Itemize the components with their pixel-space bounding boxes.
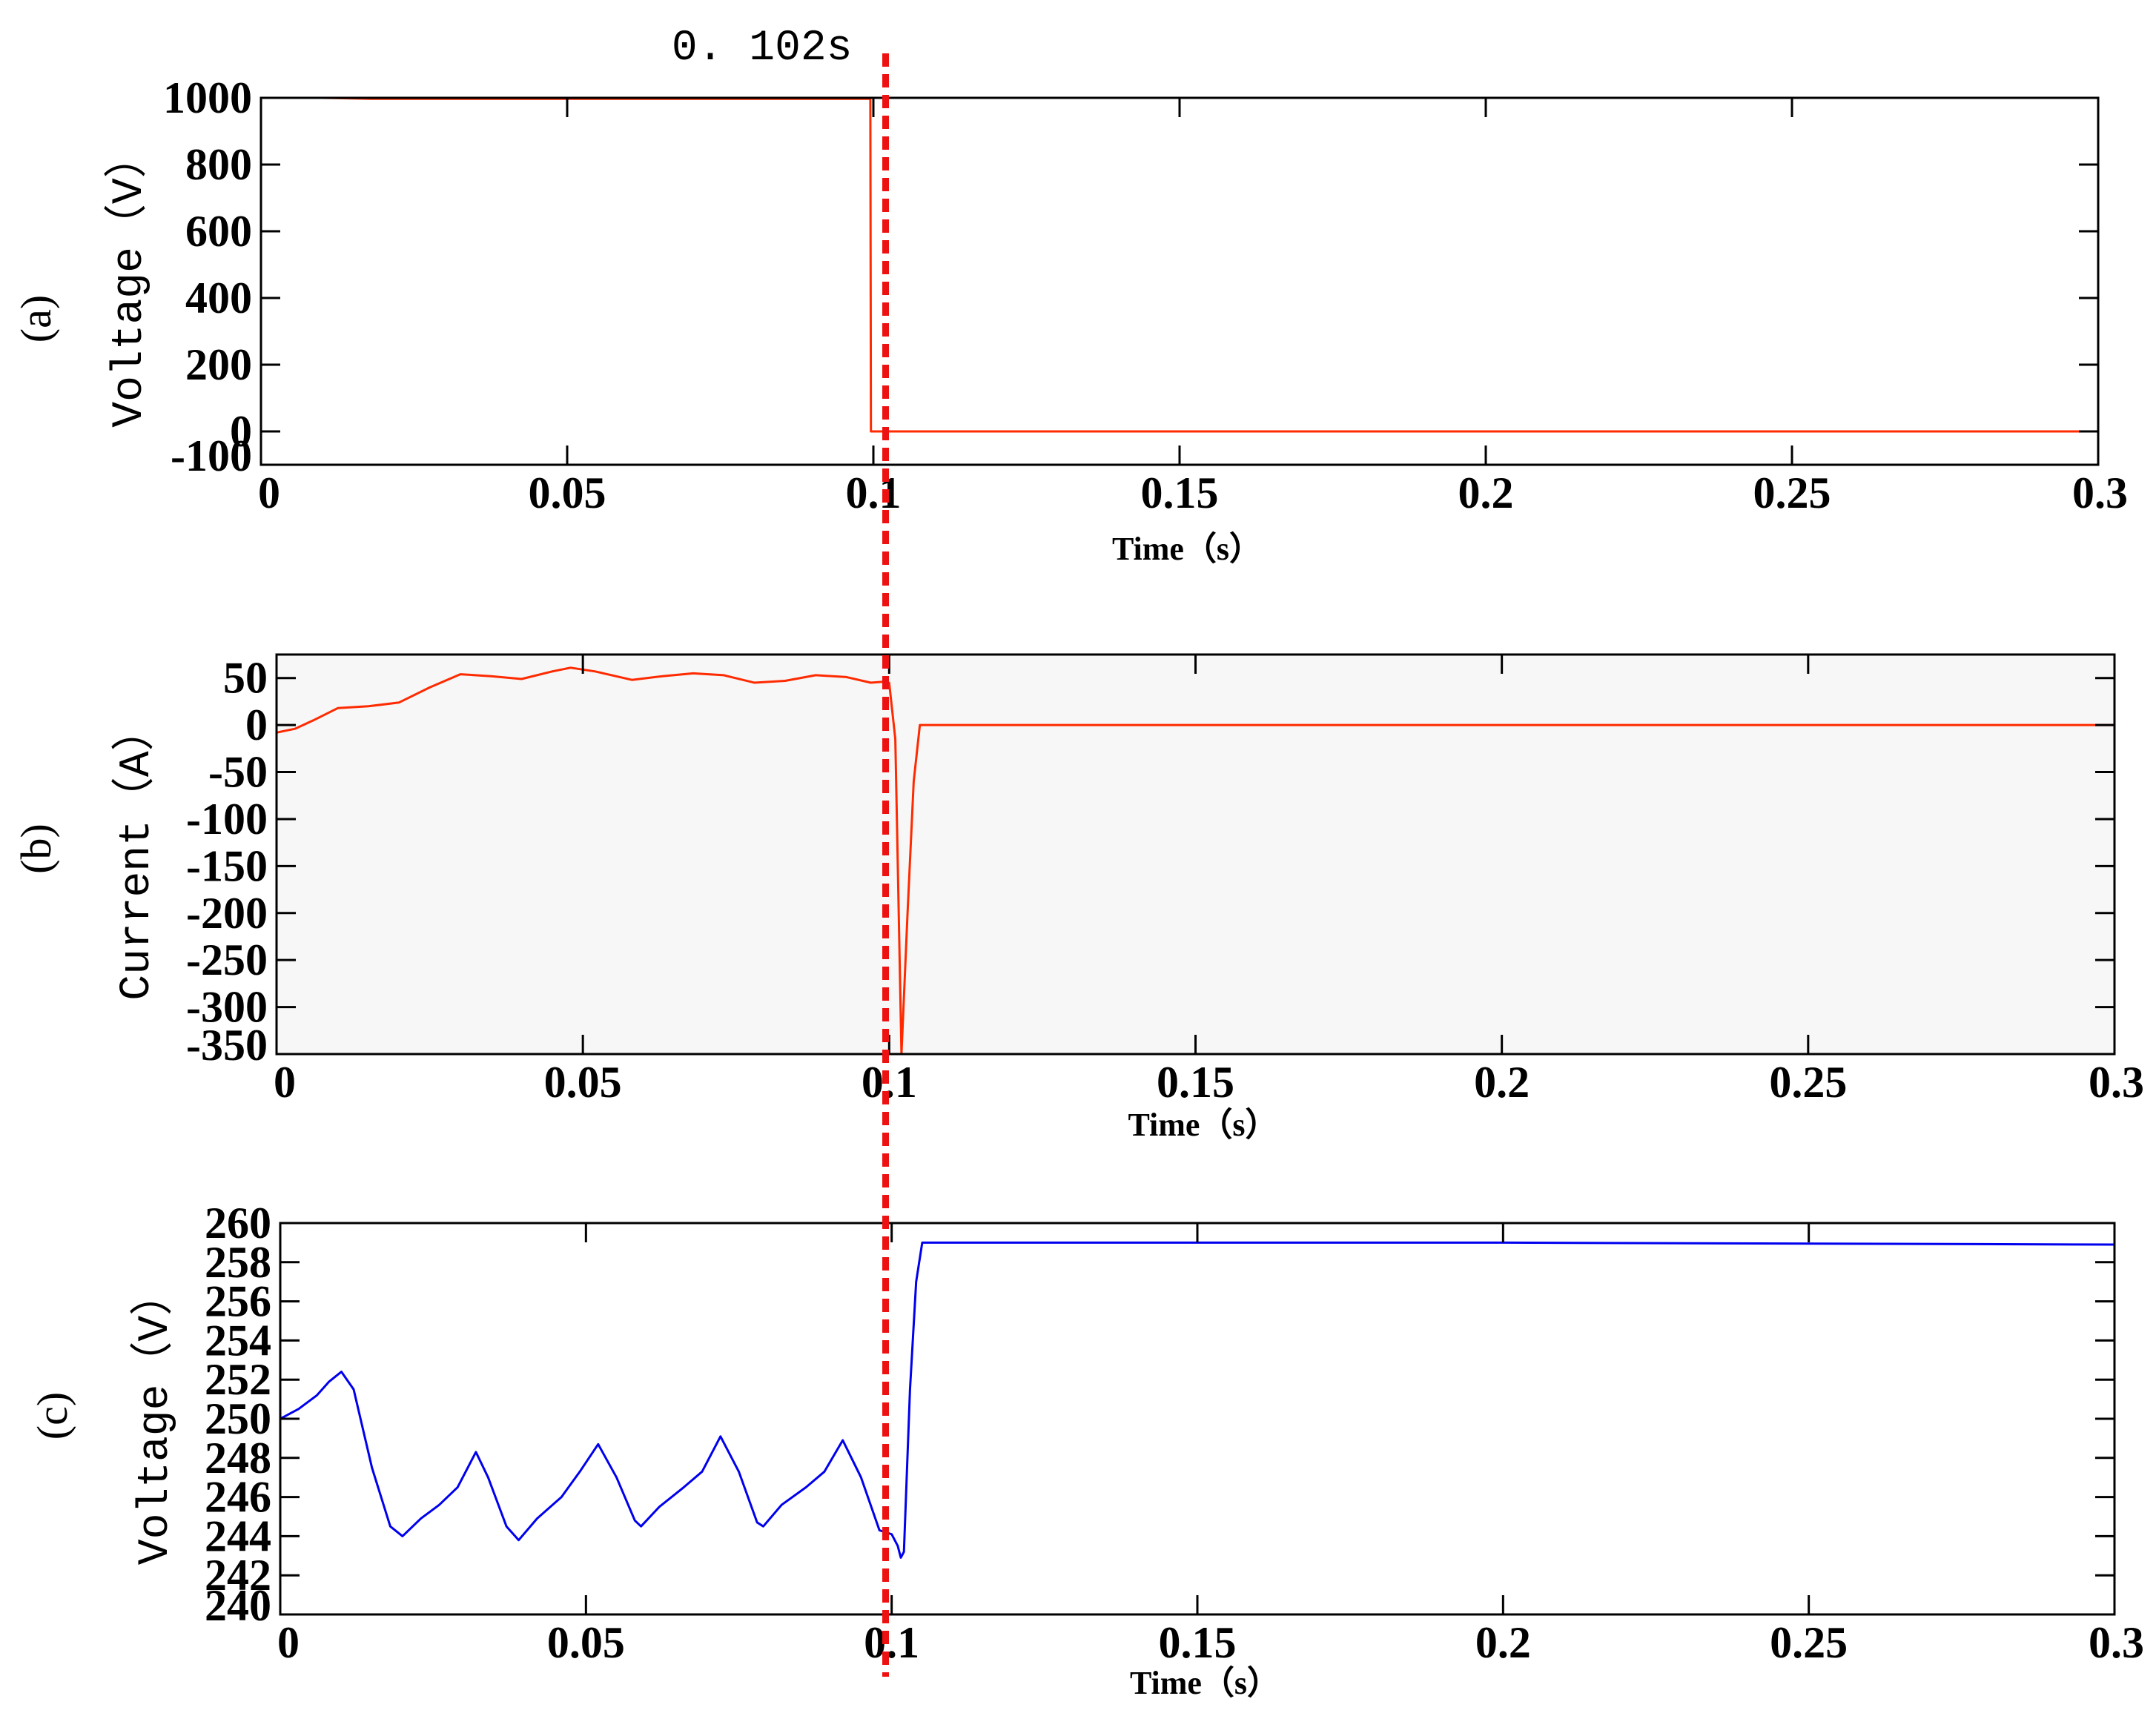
y-tick-label-c-4: 248 (205, 1434, 271, 1483)
ticks-b: 0 0.05 0.1 0.15 0.2 0.25 0.3-350-300-250-200-1… (186, 654, 2144, 1107)
x-axis-label-b: Time（s） (1128, 1107, 1277, 1143)
series-line-b-0 (276, 666, 2114, 1056)
x-tick-label-c-4: 0.2 (1475, 1618, 1531, 1667)
y-tick-label-c-3: 246 (205, 1473, 271, 1522)
y-tick-label-b-8: 50 (223, 654, 268, 703)
y-tick-label-c-6: 252 (205, 1355, 271, 1404)
y-tick-label-a-0: -100 (171, 431, 252, 480)
plot-area-a (261, 98, 2098, 465)
x-tick-label-b-4: 0.2 (1474, 1058, 1530, 1107)
y-axis-label-c: Voltage（V） (130, 1273, 180, 1565)
x-tick-label-b-6: 0.3 (2089, 1058, 2144, 1107)
y-tick-label-a-5: 800 (185, 140, 252, 189)
x-tick-label-a-5: 0.25 (1753, 468, 1831, 517)
y-axis-label-b: Current（A） (111, 708, 162, 1000)
x-tick-label-a-1: 0.05 (529, 468, 606, 517)
ticks-c: 0 0.05 0.1 0.15 0.2 0.25 0.3 240242244246248250… (205, 1199, 2144, 1667)
y-tick-label-a-6: 1000 (163, 73, 252, 122)
y-tick-label-b-7: 0 (245, 700, 268, 749)
y-tick-label-c-7: 254 (205, 1316, 271, 1365)
x-tick-label-a-3: 0.15 (1141, 468, 1219, 517)
panel-b: 0 0.05 0.1 0.15 0.2 0.25 0.3-350-300-250-200-1… (12, 653, 2144, 1143)
y-tick-label-a-1: 0 (230, 407, 252, 456)
series-layer-c (280, 1241, 2115, 1559)
plot-area-b (277, 655, 2114, 1054)
series-layer-b (276, 666, 2114, 1056)
x-tick-label-c-0: 0 (277, 1618, 300, 1667)
y-tick-label-c-9: 258 (205, 1238, 271, 1287)
ticks-a: 0 0.05 0.1 0.15 0.2 0.25 0.3 -1000 200 400 600 800 1… (163, 73, 2128, 517)
y-tick-label-a-3: 400 (185, 274, 252, 322)
x-tick-label-c-6: 0.3 (2089, 1618, 2144, 1667)
panel-a: 0 0.05 0.1 0.15 0.2 0.25 0.3 -1000 200 400 600 800 1… (12, 73, 2128, 567)
x-tick-label-b-2: 0.1 (862, 1058, 917, 1107)
x-tick-label-b-5: 0.25 (1769, 1058, 1847, 1107)
panel-tag-b: (b) (12, 824, 60, 874)
panel-tag-c: (c) (28, 1392, 76, 1440)
y-tick-label-b-4: -150 (186, 841, 268, 890)
y-tick-label-c-0: 240 (205, 1581, 271, 1630)
panel-tag-a: (a) (12, 295, 60, 342)
y-tick-label-b-6: -50 (208, 748, 268, 797)
x-tick-label-c-5: 0.25 (1770, 1618, 1848, 1667)
y-tick-label-b-3: -200 (186, 889, 268, 938)
y-tick-label-c-8: 256 (205, 1277, 271, 1326)
x-tick-label-b-1: 0.05 (544, 1058, 622, 1107)
y-tick-label-b-1: -300 (186, 983, 268, 1032)
x-tick-label-b-3: 0.15 (1157, 1058, 1234, 1107)
x-tick-label-a-6: 0.3 (2072, 468, 2128, 517)
x-tick-label-c-1: 0.05 (547, 1618, 625, 1667)
panel-c: 0 0.05 0.1 0.15 0.2 0.25 0.3 240242244246248250… (28, 1199, 2144, 1701)
event-marker-label: 0. 102s (672, 24, 853, 73)
plot-area-c (280, 1223, 2114, 1614)
series-line-c-0 (280, 1241, 2115, 1559)
x-tick-label-a-2: 0.1 (846, 468, 902, 517)
y-tick-label-c-5: 250 (205, 1394, 271, 1443)
y-tick-label-c-10: 260 (205, 1199, 271, 1248)
y-tick-label-b-2: -250 (186, 935, 268, 984)
x-tick-label-a-4: 0.2 (1458, 468, 1514, 517)
y-tick-label-c-1: 242 (205, 1551, 271, 1600)
y-tick-label-b-5: -100 (186, 795, 268, 844)
y-tick-label-a-2: 200 (185, 340, 252, 389)
x-axis-label-a: Time（s） (1112, 531, 1262, 567)
x-tick-label-a-0: 0 (258, 468, 280, 517)
y-axis-label-a: Voltage（V） (104, 135, 154, 427)
x-tick-label-b-0: 0 (274, 1058, 296, 1107)
y-tick-label-c-2: 244 (205, 1511, 271, 1560)
y-tick-label-b-0: -350 (186, 1021, 268, 1070)
y-tick-label-a-4: 600 (185, 207, 252, 256)
x-axis-label-c: Time（s） (1130, 1665, 1280, 1701)
x-tick-label-c-3: 0.15 (1159, 1618, 1237, 1667)
x-tick-label-c-2: 0.1 (864, 1618, 919, 1667)
